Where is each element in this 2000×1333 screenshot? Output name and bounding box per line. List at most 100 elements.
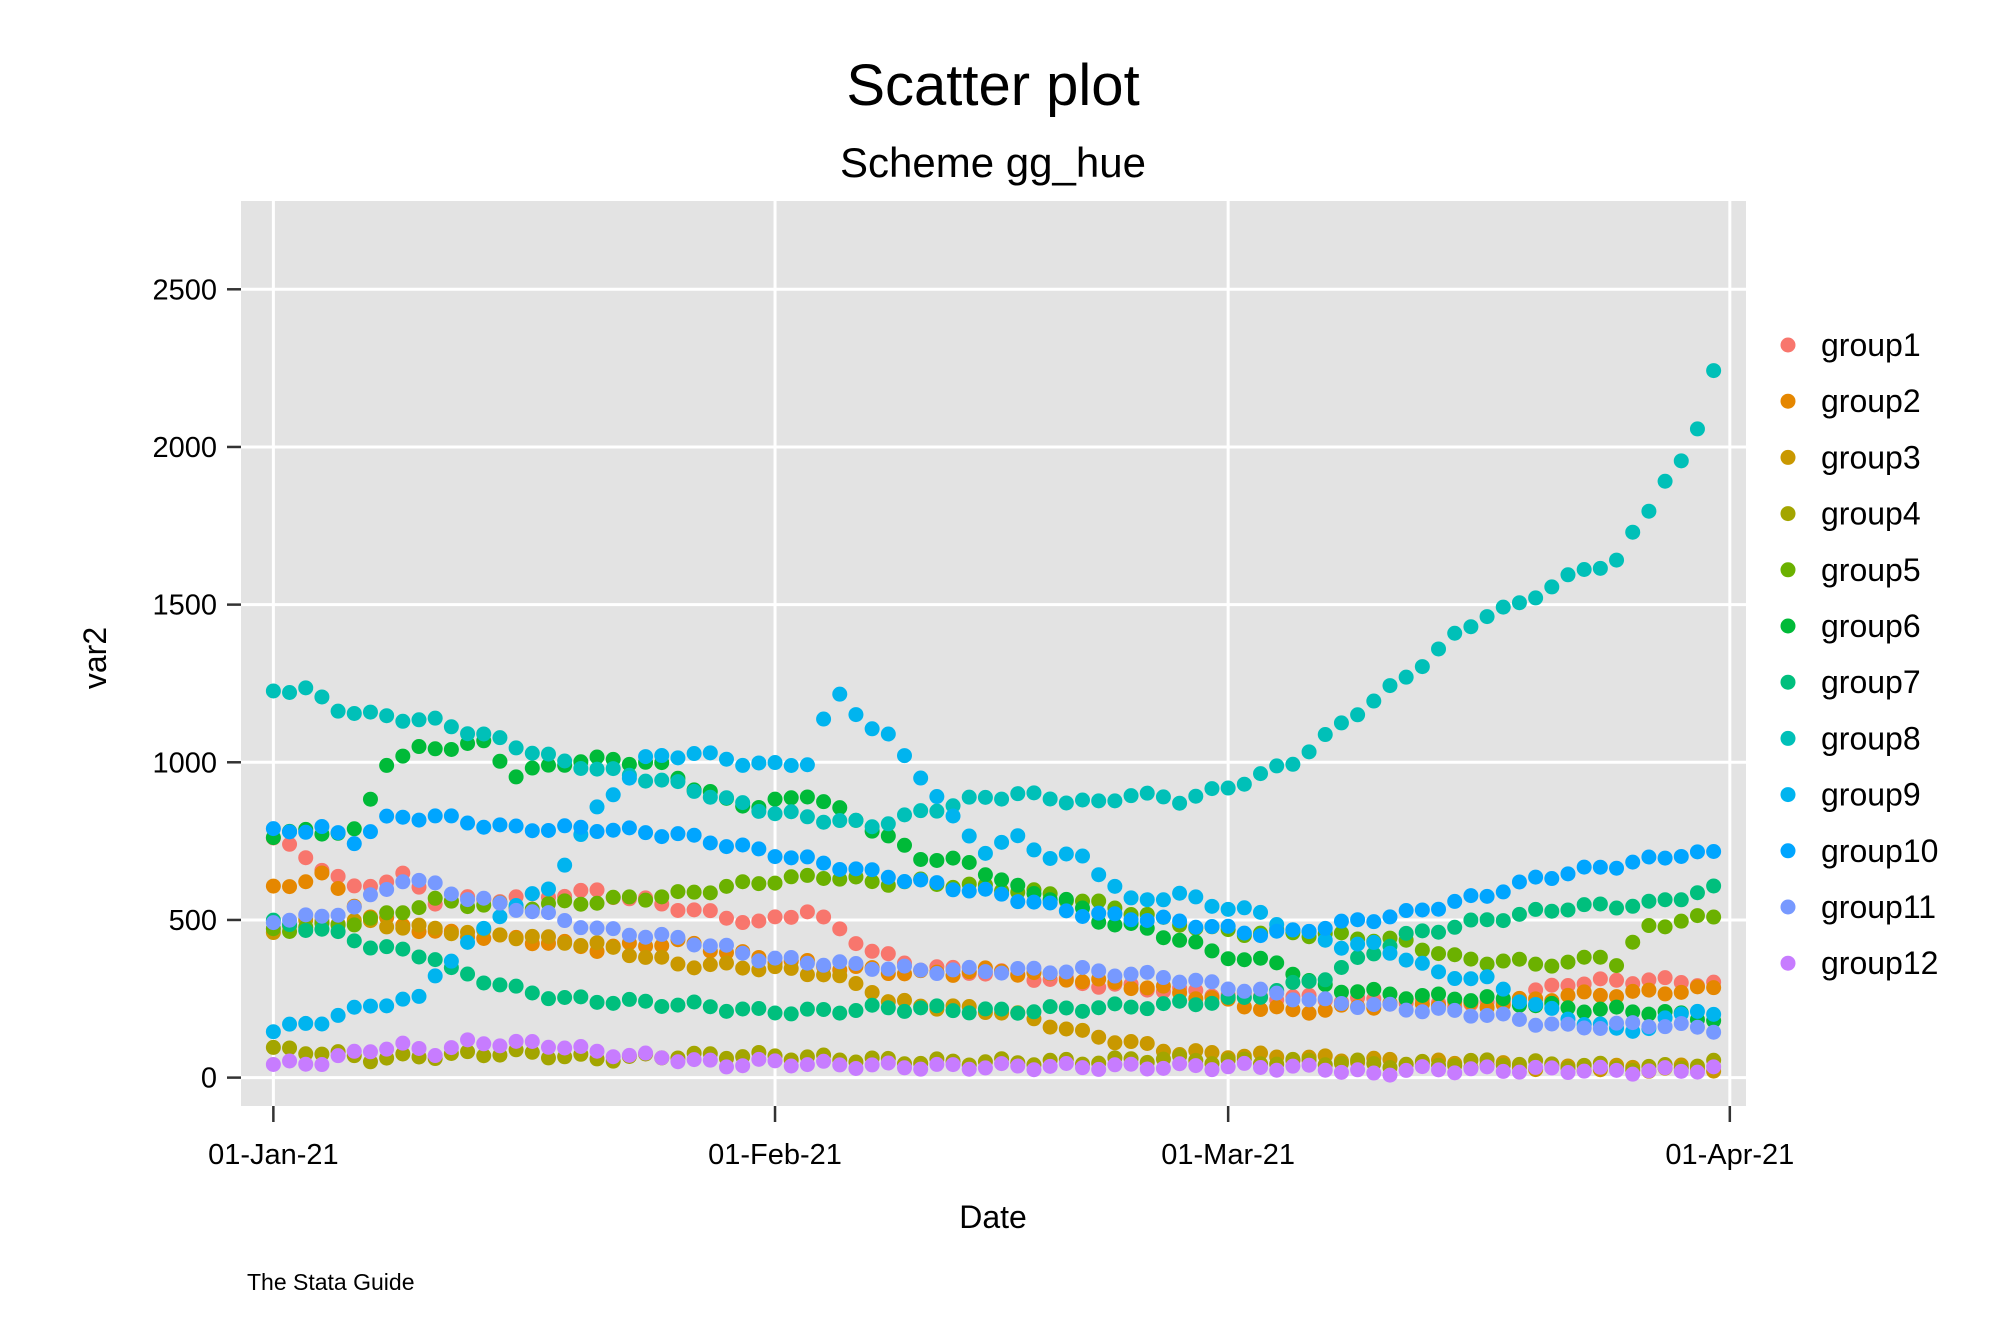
data-point [1689, 1019, 1705, 1035]
data-point [1139, 785, 1155, 801]
data-point [1447, 919, 1463, 935]
data-point [1447, 893, 1463, 909]
data-point [977, 867, 993, 883]
data-point [783, 850, 799, 866]
data-point [621, 991, 637, 1007]
data-point [929, 998, 945, 1014]
data-point [1317, 1062, 1333, 1078]
data-point [751, 953, 767, 969]
data-point [314, 1016, 330, 1032]
data-point [1042, 791, 1058, 807]
data-point [896, 1003, 912, 1019]
data-point [767, 849, 783, 865]
data-point [783, 757, 799, 773]
data-point [1673, 984, 1689, 1000]
data-point [751, 841, 767, 857]
data-point [1544, 1060, 1560, 1076]
data-point [330, 924, 346, 940]
data-point [848, 1060, 864, 1076]
data-point [298, 907, 314, 923]
data-point [1560, 567, 1576, 583]
data-point [961, 1005, 977, 1021]
data-point [1431, 986, 1447, 1002]
data-point [1609, 1015, 1625, 1031]
data-point [1706, 980, 1722, 996]
data-point [362, 791, 378, 807]
data-point [492, 1038, 508, 1054]
data-point [1576, 1020, 1592, 1036]
data-point [1609, 958, 1625, 974]
data-point [1123, 999, 1139, 1015]
data-point [767, 1053, 783, 1069]
data-point [1592, 1001, 1608, 1017]
data-point [832, 1057, 848, 1073]
data-point [1398, 669, 1414, 685]
data-point [330, 907, 346, 923]
data-point [783, 790, 799, 806]
data-point [1301, 1005, 1317, 1021]
data-point [945, 850, 961, 866]
data-point [718, 839, 734, 855]
data-point [492, 730, 508, 746]
data-point [816, 1001, 832, 1017]
legend-marker [1780, 955, 1796, 971]
data-point [621, 820, 637, 836]
data-point [1204, 1045, 1220, 1061]
data-point [1511, 595, 1527, 611]
data-point [686, 1052, 702, 1068]
data-point [1091, 963, 1107, 979]
data-point [379, 881, 395, 897]
data-point [1236, 900, 1252, 916]
data-point [524, 823, 540, 839]
data-point [1058, 903, 1074, 919]
data-point [573, 1039, 589, 1055]
data-point [1236, 776, 1252, 792]
data-point [1528, 1017, 1544, 1033]
data-point [1058, 891, 1074, 907]
data-point [1269, 985, 1285, 1001]
data-point [298, 850, 314, 866]
data-point [1350, 1062, 1366, 1078]
data-point [994, 1056, 1010, 1072]
data-point [443, 808, 459, 824]
data-point [1495, 884, 1511, 900]
data-point [1204, 1062, 1220, 1078]
y-tick-label: 2500 [152, 274, 217, 306]
data-point [1544, 958, 1560, 974]
data-point [945, 808, 961, 824]
data-point [638, 1045, 654, 1061]
data-point [751, 876, 767, 892]
data-point [1058, 964, 1074, 980]
data-point [330, 1048, 346, 1064]
data-point [1479, 1007, 1495, 1023]
data-point [1414, 902, 1430, 918]
data-points [265, 363, 1722, 1083]
data-point [1139, 1035, 1155, 1051]
data-point [1592, 1059, 1608, 1075]
data-point [460, 892, 476, 908]
data-point [702, 885, 718, 901]
data-point [654, 829, 670, 845]
data-point [1301, 973, 1317, 989]
data-point [654, 998, 670, 1014]
data-point [540, 929, 556, 945]
data-point [880, 828, 896, 844]
data-point [427, 808, 443, 824]
data-point [702, 789, 718, 805]
data-point [670, 826, 686, 842]
data-point [913, 872, 929, 888]
y-tick-label: 0 [201, 1063, 217, 1095]
data-point [395, 920, 411, 936]
data-point [1576, 949, 1592, 965]
data-point [1317, 991, 1333, 1007]
data-point [589, 920, 605, 936]
data-point [670, 884, 686, 900]
data-point [1107, 906, 1123, 922]
data-point [460, 1032, 476, 1048]
data-point [1204, 781, 1220, 797]
legend-marker [1780, 506, 1796, 522]
data-point [913, 1061, 929, 1077]
data-point [1301, 1057, 1317, 1073]
data-point [929, 803, 945, 819]
data-point [1155, 970, 1171, 986]
